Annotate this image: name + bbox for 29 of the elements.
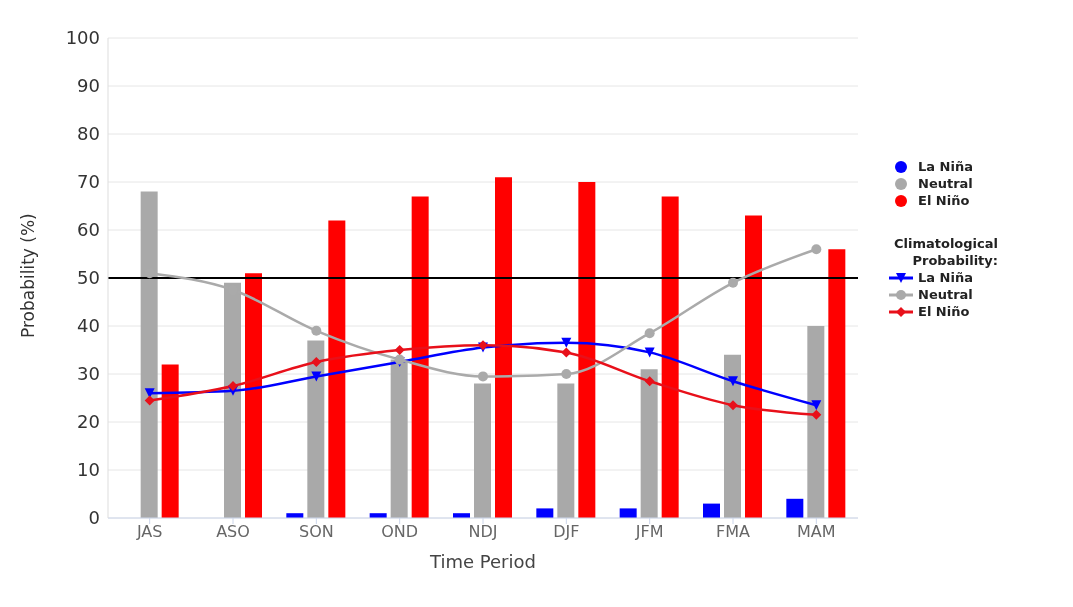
- y-tick-label: 10: [77, 459, 100, 481]
- x-tick-label: MAM: [797, 522, 836, 542]
- x-tick-label: FMA: [716, 522, 751, 542]
- x-tick-label: OND: [381, 522, 419, 542]
- y-tick-label: 70: [77, 171, 100, 193]
- y-tick-label: 50: [77, 267, 100, 289]
- y-tick-label: 90: [77, 75, 100, 97]
- x-tick-label: ASO: [216, 522, 250, 542]
- y-tick-label: 0: [88, 507, 100, 529]
- x-tick-label: SON: [298, 522, 334, 542]
- y-tick-label: 20: [77, 411, 100, 433]
- y-tick-label: 30: [77, 363, 100, 385]
- x-tick-label: JFM: [634, 522, 664, 542]
- x-tick-label: NDJ: [468, 522, 498, 542]
- y-axis-title: Probability (%): [18, 213, 39, 338]
- legend-label: Neutral: [918, 175, 973, 192]
- y-tick-label: 80: [77, 123, 100, 145]
- legend-label: El Niño: [918, 303, 970, 320]
- legend-label: La Niña: [918, 269, 973, 286]
- y-tick-label: 100: [65, 27, 100, 49]
- y-tick-label: 40: [77, 315, 100, 337]
- legend-label: El Niño: [918, 192, 970, 209]
- legend-label: La Niña: [918, 158, 973, 175]
- x-tick-label: DJF: [553, 522, 580, 542]
- y-tick-label: 60: [77, 219, 100, 241]
- x-tick-label: JAS: [135, 522, 163, 542]
- x-axis-title: Time Period: [429, 551, 536, 572]
- legend-title: Climatological Probability:: [893, 235, 998, 269]
- legend-label: Neutral: [918, 286, 973, 303]
